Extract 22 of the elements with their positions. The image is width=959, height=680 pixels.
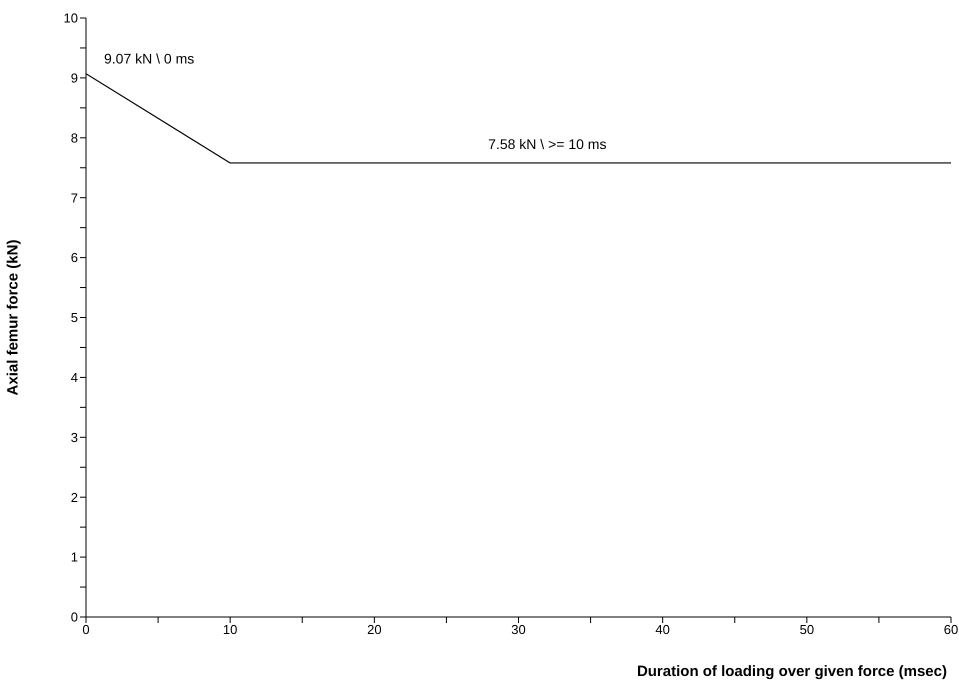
x-tick-label: 60	[944, 622, 958, 638]
x-tick-label: 10	[222, 622, 238, 638]
y-tick-label: 1	[70, 550, 78, 565]
y-tick-label: 4	[70, 370, 78, 386]
x-tick-label: 40	[655, 622, 670, 638]
x-tick-label: 30	[511, 622, 526, 638]
y-axis-title: Axial femur force (kN)	[4, 240, 22, 396]
x-axis-title: Duration of loading over given force (msec)	[636, 663, 947, 680]
annotation: 7.58 kN \ >= 10 ms	[488, 136, 606, 152]
y-tick-label: 0	[70, 610, 78, 625]
y-tick-label: 5	[70, 310, 78, 326]
y-tick-label: 10	[64, 10, 78, 26]
y-tick-label: 9	[70, 70, 78, 86]
x-tick-label: 20	[367, 622, 382, 638]
x-tick-label: 50	[800, 622, 814, 638]
y-tick-label: 8	[70, 130, 78, 146]
y-tick-label: 7	[70, 190, 78, 206]
annotation: 9.07 kN \ 0 ms	[104, 50, 194, 67]
x-tick-label: 0	[82, 622, 90, 638]
y-tick-label: 3	[70, 430, 78, 445]
y-tick-label: 6	[70, 250, 78, 266]
y-tick-label: 2	[70, 490, 78, 505]
